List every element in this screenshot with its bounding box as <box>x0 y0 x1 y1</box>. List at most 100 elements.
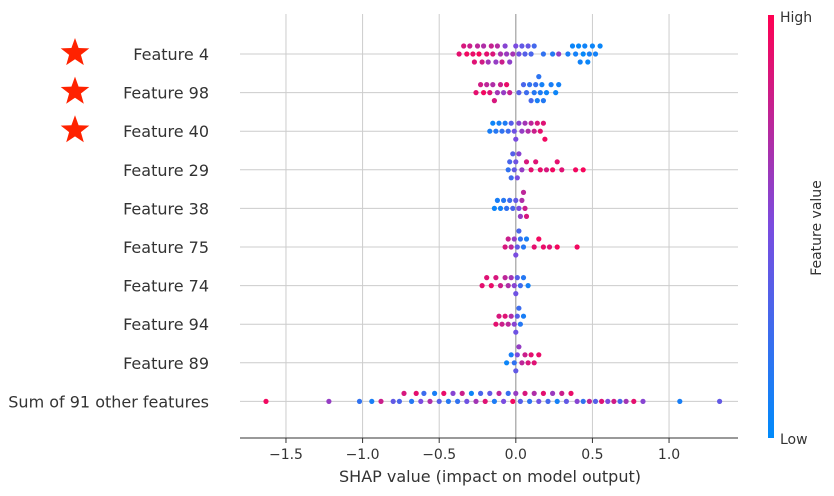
feature-label: Feature 38 <box>123 199 209 218</box>
shap-point <box>520 275 527 281</box>
shap-point <box>611 398 617 404</box>
shap-point <box>468 390 474 396</box>
shap-point <box>537 167 543 173</box>
shap-point <box>445 398 451 404</box>
feature-label: Feature 94 <box>123 315 209 334</box>
shap-point <box>516 205 522 211</box>
feature-row: Feature 74 <box>123 275 738 297</box>
shap-point <box>573 51 579 57</box>
shap-point <box>523 213 530 219</box>
feature-row: Feature 4 <box>60 38 738 66</box>
shap-point <box>514 244 520 250</box>
shap-point <box>510 51 516 57</box>
shap-point <box>488 283 494 289</box>
shap-point <box>528 120 534 126</box>
shap-point <box>514 313 520 319</box>
shap-point <box>586 51 593 57</box>
shap-point <box>471 59 477 65</box>
shap-point <box>490 51 496 57</box>
shap-point <box>517 398 524 404</box>
shap-point <box>519 197 525 203</box>
shap-point <box>491 98 497 104</box>
shap-point <box>605 398 611 404</box>
shap-point <box>450 390 456 396</box>
shap-point <box>504 360 510 366</box>
shap-point <box>520 313 527 319</box>
shap-point <box>507 197 513 203</box>
shap-point <box>516 51 522 57</box>
shap-point <box>505 236 511 242</box>
shap-point <box>473 90 479 96</box>
shap-point <box>432 390 438 396</box>
shap-point <box>508 244 514 250</box>
shap-point <box>496 120 502 126</box>
shap-point <box>531 390 537 396</box>
shap-point <box>505 128 511 134</box>
shap-point <box>478 390 484 396</box>
feature-row: Feature 40 <box>60 115 738 143</box>
shap-point <box>502 43 508 49</box>
shap-point <box>504 51 510 57</box>
shap-point <box>592 398 599 404</box>
shap-point <box>427 398 433 404</box>
feature-label: Feature 40 <box>123 122 209 141</box>
feature-row: Feature 29 <box>123 151 738 181</box>
shap-point <box>537 128 543 134</box>
shap-point <box>531 360 537 366</box>
shap-point <box>545 398 551 404</box>
shap-point <box>519 43 525 49</box>
shap-point <box>511 236 517 242</box>
shap-point <box>508 120 514 126</box>
shap-point <box>494 43 500 49</box>
shap-point <box>474 43 481 49</box>
shap-point <box>507 159 513 165</box>
shap-point <box>487 128 493 134</box>
shap-point <box>494 197 500 203</box>
shap-point <box>470 51 476 57</box>
shap-point <box>510 151 516 157</box>
shap-point <box>508 275 514 281</box>
shap-point <box>511 128 517 134</box>
shap-point <box>576 43 582 49</box>
shap-point <box>502 313 508 319</box>
shap-point <box>537 90 543 96</box>
shap-point <box>464 51 470 57</box>
feature-label: Feature 98 <box>123 84 209 103</box>
shap-point <box>413 390 419 396</box>
colorbar-gradient <box>768 15 774 438</box>
shap-point <box>505 167 511 173</box>
shap-point <box>536 74 542 80</box>
feature-row: Feature 98 <box>60 74 738 104</box>
feature-row: Feature 94 <box>123 305 738 335</box>
feature-label: Feature 74 <box>123 277 209 296</box>
shap-point <box>540 390 547 396</box>
shap-point <box>531 90 537 96</box>
shap-point <box>527 398 533 404</box>
shap-point <box>459 390 465 396</box>
shap-point <box>496 390 502 396</box>
shap-point <box>510 398 516 404</box>
shap-point <box>534 120 540 126</box>
shap-point <box>517 213 524 219</box>
shap-point <box>516 90 522 96</box>
shap-point <box>491 398 497 404</box>
shap-point <box>461 43 467 49</box>
shap-point <box>499 321 505 327</box>
feature-row: Sum of 91 other features <box>8 390 738 411</box>
shap-point <box>473 398 479 404</box>
shap-point <box>550 167 556 173</box>
shap-point <box>508 175 514 181</box>
shap-point <box>589 43 596 49</box>
shap-point <box>511 283 517 289</box>
shap-point <box>505 390 511 396</box>
colorbar-title: Feature value <box>809 180 825 276</box>
shap-point <box>527 82 533 88</box>
feature-row: Feature 38 <box>123 189 738 219</box>
shap-point <box>517 321 524 327</box>
shap-point <box>356 398 363 404</box>
shap-point <box>481 43 487 49</box>
shap-point <box>369 398 375 404</box>
shap-point <box>592 51 599 57</box>
shap-point <box>536 352 542 358</box>
shap-point <box>523 159 530 165</box>
